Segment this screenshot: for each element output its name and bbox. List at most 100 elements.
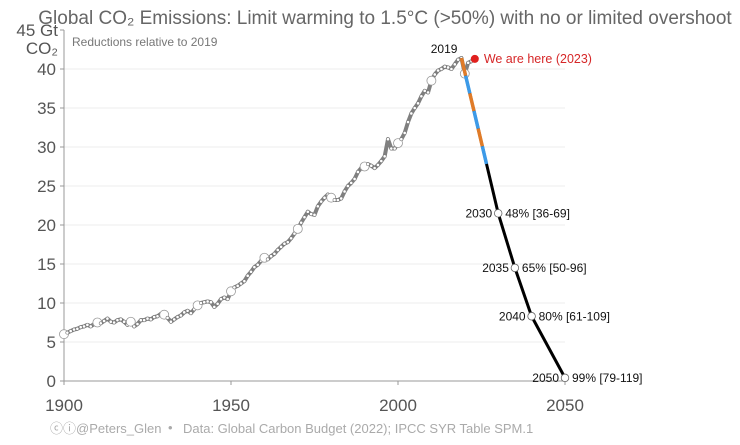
year-marker [182, 310, 187, 315]
year-marker [78, 325, 83, 330]
y-tick-label: 10 [37, 294, 56, 313]
year-marker [232, 285, 237, 290]
year-marker [178, 313, 183, 318]
year-marker [82, 324, 86, 329]
year-marker [456, 57, 461, 62]
y-tick-label: 40 [37, 60, 56, 79]
year-marker [122, 319, 127, 324]
milestone-year: 2040 [499, 309, 526, 323]
year-marker [315, 204, 320, 209]
year-marker [285, 240, 290, 245]
chart-title: Global CO₂ Emissions: Limit warming to 1… [38, 8, 732, 29]
year-marker [376, 163, 380, 167]
year-marker [255, 262, 260, 267]
year-marker [189, 311, 193, 316]
decade-marker [426, 75, 437, 86]
year-marker [75, 326, 80, 331]
year-marker [105, 316, 110, 321]
year-marker [466, 60, 471, 65]
year-marker [399, 137, 404, 142]
year-marker [322, 195, 327, 200]
year-marker [305, 209, 310, 214]
year-marker [416, 101, 420, 106]
year-marker [392, 146, 397, 151]
pathway-dash-segment [463, 75, 472, 94]
x-tick-label: 1900 [45, 396, 83, 415]
year-marker [342, 189, 347, 194]
year-marker [366, 162, 370, 167]
year-marker [215, 301, 220, 306]
year-marker [449, 67, 454, 71]
year-marker [332, 198, 337, 202]
year-marker [209, 300, 213, 305]
year-marker [155, 314, 160, 319]
year-marker [148, 317, 153, 322]
year-marker [235, 283, 240, 288]
historical-series: We are here (2023) 2019 [59, 42, 592, 340]
milestone-year: 2035 [482, 261, 509, 275]
year-marker [352, 177, 357, 181]
pathway-dash-segment [480, 145, 489, 165]
year-marker [382, 154, 387, 159]
year-marker [219, 297, 223, 302]
year-marker [349, 180, 354, 185]
y-axis-unit: CO₂ [26, 39, 58, 58]
milestone-marker [510, 263, 520, 273]
year-marker [222, 295, 227, 300]
year-marker [98, 321, 103, 326]
year-marker [319, 199, 324, 204]
year-marker [379, 159, 384, 163]
footer-separator: • [168, 420, 173, 435]
year-marker [335, 198, 340, 202]
year-marker [108, 319, 113, 324]
milestone-marker [494, 209, 503, 218]
milestone-reduction: 80% [61-109] [539, 309, 610, 323]
year-marker [356, 170, 360, 174]
y-axis-label-top: 45 Gt [16, 21, 58, 40]
year-marker [72, 327, 76, 332]
decade-marker [226, 286, 236, 297]
year-marker [406, 120, 410, 124]
footer: ⓒⓘ@Peters_Glen • Data: Global Carbon Bud… [50, 420, 533, 436]
y-tick-label: 30 [37, 138, 56, 157]
milestone-marker [560, 373, 570, 383]
year-marker [282, 241, 287, 246]
year-marker [409, 111, 414, 116]
pathway-dash-segment [476, 128, 485, 147]
year-marker [212, 304, 217, 309]
year-marker [402, 131, 407, 135]
year-marker [88, 324, 93, 329]
year-marker [439, 67, 444, 71]
year-marker [172, 317, 177, 322]
year-marker [312, 212, 317, 217]
gridlines [64, 68, 565, 343]
year-marker [199, 301, 203, 305]
year-marker [309, 212, 314, 216]
year-marker [339, 196, 344, 201]
axes: 0 5 10 15 20 25 30 35 40 1900 1950 2000 2050 [37, 29, 584, 415]
y-tick-label: 25 [37, 177, 56, 196]
year-marker [426, 90, 430, 95]
year-marker [135, 322, 140, 326]
year-marker [422, 88, 427, 93]
year-marker [252, 265, 257, 270]
year-marker [432, 72, 437, 77]
year-marker [165, 315, 170, 320]
milestone-reduction: 99% [79-119] [572, 371, 643, 385]
year-marker [142, 318, 147, 323]
footer-author: ⓒⓘ@Peters_Glen [50, 421, 161, 436]
annotations: 2030 48% [36-69] 2035 65% [50-96] 2040 80% [6… [465, 206, 642, 385]
year-marker [436, 68, 440, 73]
peak-year-label: 2019 [431, 42, 458, 56]
year-marker [442, 64, 447, 69]
chart-subtitle: Reductions relative to 2019 [72, 35, 218, 49]
year-marker [419, 94, 424, 99]
year-marker [145, 316, 150, 321]
year-marker [446, 65, 451, 70]
decade-marker [125, 316, 136, 327]
year-marker [345, 184, 350, 188]
x-tick-label: 1950 [212, 396, 250, 415]
year-marker [269, 254, 273, 259]
year-marker [249, 269, 253, 274]
